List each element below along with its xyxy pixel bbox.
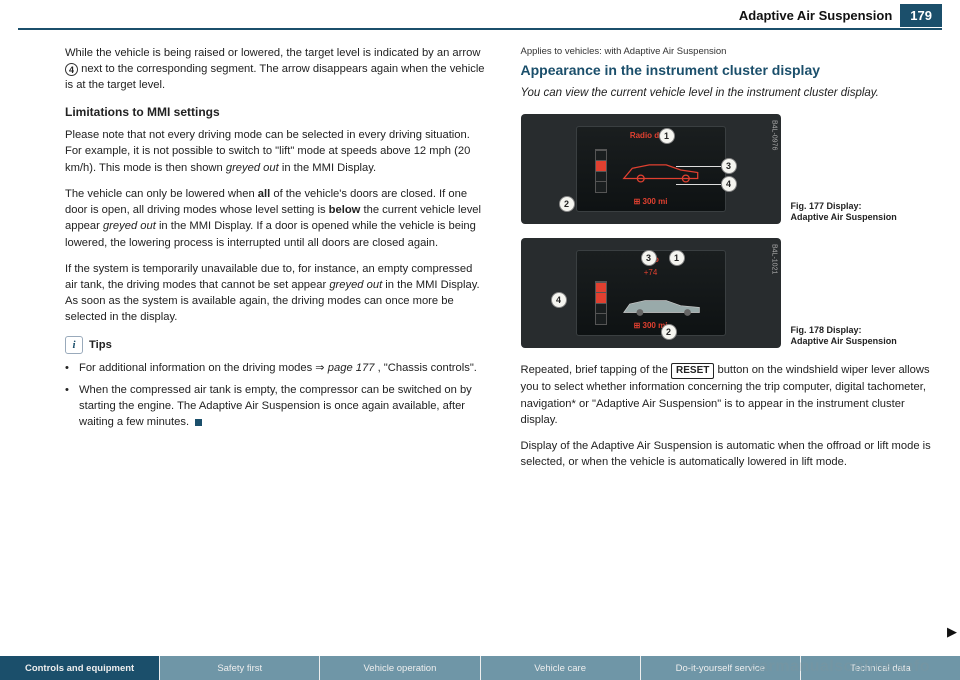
tab-care[interactable]: Vehicle care <box>481 656 641 680</box>
text: in the MMI Display. <box>282 162 376 174</box>
callout-1: 1 <box>669 250 685 266</box>
callout-3: 3 <box>641 250 657 266</box>
text-italic: greyed out <box>329 279 382 291</box>
level-scale <box>595 149 607 193</box>
display-top-text: Radio d P1 <box>577 130 725 142</box>
tip-1-text: For additional information on the drivin… <box>79 360 477 376</box>
level-scale <box>595 281 607 325</box>
callout-2: 2 <box>559 196 575 212</box>
bullet-icon: • <box>65 360 71 376</box>
reset-button-label: RESET <box>671 363 714 380</box>
left-column: While the vehicle is being raised or low… <box>65 45 487 640</box>
para-auto-display: Display of the Adaptive Air Suspension i… <box>521 438 943 470</box>
para-doors: The vehicle can only be lowered when all… <box>65 186 487 251</box>
continue-arrow-icon: ▶ <box>947 624 957 640</box>
text-bold: below <box>329 204 361 216</box>
tab-diy[interactable]: Do-it-yourself service <box>641 656 801 680</box>
tab-techdata[interactable]: Technical data <box>801 656 960 680</box>
right-column: Applies to vehicles: with Adaptive Air S… <box>521 45 943 640</box>
tips-heading: i Tips <box>65 336 487 354</box>
section-title: Appearance in the instrument cluster dis… <box>521 62 943 80</box>
section-summary: You can view the current vehicle level i… <box>521 85 943 102</box>
figure-177-image: B4L-0976 Radio d P1 <box>521 114 781 224</box>
tab-safety[interactable]: Safety first <box>160 656 320 680</box>
para-mode-limits: Please note that not every driving mode … <box>65 127 487 176</box>
figure-code: B4L-1021 <box>768 244 778 274</box>
callout-3: 3 <box>721 158 737 174</box>
subhead-limitations: Limitations to MMI settings <box>65 104 487 121</box>
bullet-icon: • <box>65 382 71 431</box>
display-bottom-text: ⊞ 300 mi <box>577 320 725 332</box>
tip-2-text: When the compressed air tank is empty, t… <box>79 382 487 431</box>
manual-page: Adaptive Air Suspension 179 While the ve… <box>0 0 960 680</box>
content-columns: While the vehicle is being raised or low… <box>65 45 942 640</box>
figure-178: B4L-1021 auto +74 <box>521 238 943 348</box>
display-bottom-text: ⊞ 300 mi <box>577 196 725 208</box>
text: For additional information on the drivin… <box>79 362 328 374</box>
tab-controls[interactable]: Controls and equipment <box>0 656 160 680</box>
cluster-display: Radio d P1 ⊞ 300 mi <box>576 126 726 212</box>
text: Repeated, brief tapping of the <box>521 364 672 376</box>
text: Adaptive Air Suspension <box>791 212 897 222</box>
display-mid-text: +74 <box>577 267 725 279</box>
callout-2: 2 <box>661 324 677 340</box>
figure-177-caption: Fig. 177 Display: Adaptive Air Suspensio… <box>791 201 911 224</box>
page-ref: page 177 <box>328 362 375 374</box>
text-italic: greyed out <box>103 220 156 232</box>
text: , "Chassis controls". <box>378 362 477 374</box>
tips-label: Tips <box>89 337 112 353</box>
text: Adaptive Air Suspension <box>791 336 897 346</box>
tip-2: • When the compressed air tank is empty,… <box>65 382 487 431</box>
callout-line <box>676 184 721 185</box>
callout-4: 4 <box>721 176 737 192</box>
footer-tabs: Controls and equipment Safety first Vehi… <box>0 656 960 680</box>
text: Fig. 177 Display: <box>791 201 862 211</box>
para-reset: Repeated, brief tapping of the RESET but… <box>521 362 943 428</box>
car-silhouette-icon <box>617 287 707 321</box>
figure-178-image: B4L-1021 auto +74 <box>521 238 781 348</box>
text: When the compressed air tank is empty, t… <box>79 384 472 428</box>
figure-code: B4L-0976 <box>768 120 778 150</box>
para-unavailable: If the system is temporarily unavailable… <box>65 261 487 326</box>
page-number: 179 <box>900 4 942 27</box>
header-title: Adaptive Air Suspension <box>739 8 892 23</box>
circled-ref-4: 4 <box>65 63 78 76</box>
header-rule <box>18 28 942 30</box>
applies-to: Applies to vehicles: with Adaptive Air S… <box>521 45 943 59</box>
car-silhouette-icon <box>617 153 707 187</box>
para-target-level: While the vehicle is being raised or low… <box>65 45 487 94</box>
text-italic: greyed out <box>226 162 279 174</box>
page-header: Adaptive Air Suspension 179 <box>739 4 942 27</box>
text: The vehicle can only be lowered when <box>65 188 258 200</box>
info-icon: i <box>65 336 83 354</box>
text: While the vehicle is being raised or low… <box>65 47 480 59</box>
tab-operation[interactable]: Vehicle operation <box>320 656 480 680</box>
text: next to the corresponding segment. The a… <box>65 63 485 91</box>
text-bold: all <box>258 188 270 200</box>
text: Fig. 178 Display: <box>791 325 862 335</box>
callout-line <box>676 166 721 167</box>
tip-1: • For additional information on the driv… <box>65 360 487 376</box>
figure-178-caption: Fig. 178 Display: Adaptive Air Suspensio… <box>791 325 911 348</box>
figure-177: B4L-0976 Radio d P1 <box>521 114 943 224</box>
callout-1: 1 <box>659 128 675 144</box>
end-of-section-icon <box>195 419 202 426</box>
callout-4: 4 <box>551 292 567 308</box>
